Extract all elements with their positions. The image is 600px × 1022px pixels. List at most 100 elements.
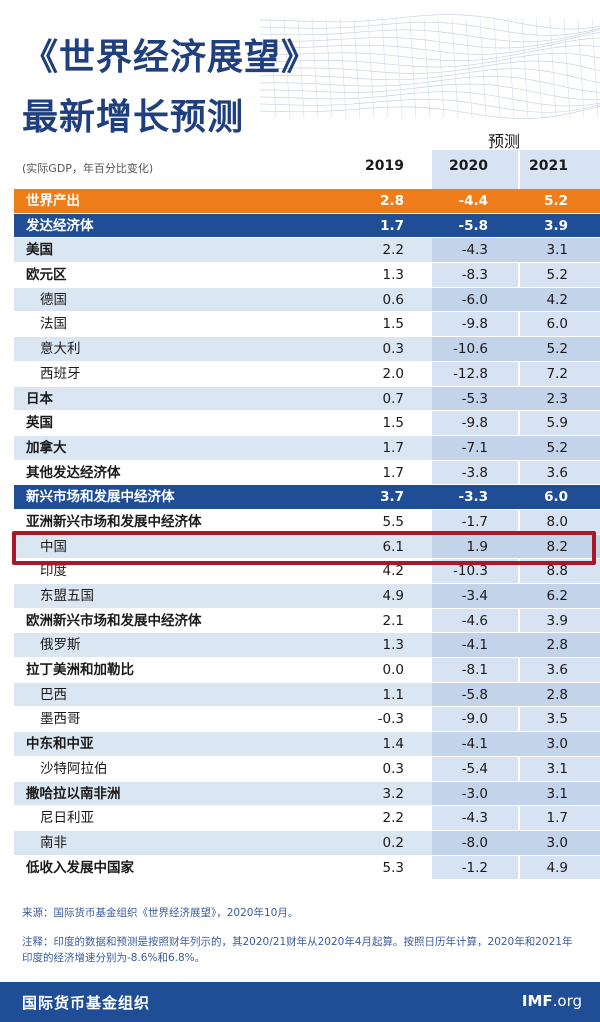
table-row: 西班牙 2.0 -12.8 7.2 [14, 362, 600, 387]
growth-table: 世界产出 2.8 -4.4 5.2 发达经济体 1.7 -5.8 3.9 美国 2.2 -4.3 3.… [14, 189, 600, 881]
row-label: 东盟五国 [40, 588, 94, 604]
value-2019: 1.5 [382, 415, 404, 432]
value-2021: 3.0 [546, 834, 568, 851]
value-2020: -7.1 [461, 439, 488, 456]
value-2021: 2.8 [546, 637, 568, 654]
value-2019: 4.9 [382, 588, 404, 604]
value-2021: 3.6 [546, 662, 568, 679]
mesh-line [259, 105, 600, 119]
row-label: 法国 [40, 316, 67, 333]
value-2019: 1.3 [382, 267, 404, 284]
mesh-line [395, 17, 403, 119]
table-row: 中东和中亚 1.4 -4.1 3.0 [14, 732, 600, 757]
row-stripe-forecast [432, 337, 600, 361]
row-stripe-forecast [432, 781, 600, 806]
value-2019: 1.7 [382, 439, 404, 456]
table-row: 德国 0.6 -6.0 4.2 [14, 287, 600, 313]
mesh-line [259, 60, 600, 74]
mesh-line [437, 17, 445, 119]
value-2019: 0.3 [382, 760, 404, 777]
row-stripe [14, 337, 432, 361]
mesh-line [259, 29, 600, 43]
row-stripe-forecast [432, 732, 600, 756]
value-2021: 6.2 [546, 588, 568, 604]
footer-bar: 国际货币基金组织 IMF.org [0, 982, 600, 1022]
mesh-line [259, 75, 600, 94]
wire-mesh-decoration [259, 14, 600, 119]
table-row: 世界产出 2.8 -4.4 5.2 [14, 189, 600, 214]
row-stripe-forecast [432, 633, 600, 658]
mesh-line [521, 17, 529, 119]
value-2020: -3.3 [458, 489, 488, 506]
table-row: 其他发达经济体 1.7 -3.8 3.6 [14, 461, 600, 486]
value-2020: 1.9 [466, 538, 488, 555]
value-2019: 0.0 [382, 662, 404, 679]
table-row: 印度 4.2 -10.3 8.8 [14, 559, 600, 584]
value-2019: 0.2 [382, 834, 404, 851]
forecast-shade-2020 [432, 150, 518, 880]
value-2021: 3.6 [546, 464, 568, 481]
value-2020: -4.4 [458, 193, 488, 209]
row-label: 中东和中亚 [26, 736, 94, 753]
value-2020: -12.8 [453, 365, 488, 382]
value-2019: 1.7 [380, 217, 404, 234]
value-2021: 5.2 [544, 193, 568, 209]
mesh-line [367, 17, 375, 119]
value-2021: 5.2 [546, 341, 568, 358]
value-2021: 5.9 [546, 415, 568, 432]
value-2021: 8.2 [546, 538, 568, 555]
table-row: 新兴市场和发展中经济体 3.7 -3.3 6.0 [14, 485, 600, 510]
source-note: 来源：国际货币基金组织《世界经济展望》，2020年10月。 [22, 907, 299, 919]
mesh-line [311, 17, 319, 119]
value-2021: 4.9 [546, 859, 568, 876]
row-label: 西班牙 [40, 365, 81, 382]
mesh-line [339, 17, 347, 119]
row-label: 尼日利亚 [40, 810, 94, 827]
value-2020: -1.2 [461, 859, 488, 876]
value-2020: -4.3 [461, 242, 488, 259]
row-stripe [14, 584, 432, 608]
row-label: 其他发达经济体 [26, 464, 121, 481]
mesh-line [259, 52, 600, 68]
value-2021: 3.1 [546, 242, 568, 259]
value-2020: -9.0 [461, 711, 488, 728]
row-stripe [14, 435, 432, 460]
mesh-line [297, 17, 305, 119]
row-stripe [14, 633, 432, 658]
value-2020: -10.3 [453, 563, 488, 580]
row-stripe-forecast [432, 238, 600, 263]
table-row: 沙特阿拉伯 0.3 -5.4 3.1 [14, 757, 600, 782]
value-2021: 6.0 [544, 489, 568, 506]
row-label: 德国 [40, 291, 67, 308]
mesh-line [423, 17, 431, 119]
mesh-line [259, 14, 600, 30]
table-row: 中国 6.1 1.9 8.2 [14, 534, 600, 560]
value-2021: 3.1 [546, 785, 568, 802]
value-2021: 3.9 [544, 217, 568, 234]
china-highlight-box [12, 531, 596, 565]
value-2019: -0.3 [377, 711, 404, 728]
value-2019: 2.2 [382, 242, 404, 259]
row-label: 巴西 [40, 686, 67, 703]
mesh-line [269, 17, 277, 119]
mesh-line [563, 17, 571, 119]
table-row: 法国 1.5 -9.8 6.0 [14, 312, 600, 338]
table-row: 低收入发展中国家 5.3 -1.2 4.9 [14, 856, 600, 881]
mesh-line [409, 17, 417, 119]
row-label: 中国 [40, 538, 67, 555]
value-2021: 5.2 [546, 439, 568, 456]
mesh-line [259, 32, 600, 49]
row-stripe [14, 781, 432, 806]
value-2020: -3.8 [461, 464, 488, 481]
row-label: 低收入发展中国家 [26, 859, 134, 876]
footer-site-link[interactable]: IMF.org [522, 992, 582, 1010]
row-label: 南非 [40, 834, 67, 851]
value-2021: 2.8 [546, 686, 568, 703]
row-label: 美国 [26, 242, 53, 259]
value-2019: 2.0 [382, 365, 404, 382]
mesh-line [479, 17, 487, 119]
row-stripe [14, 534, 432, 559]
table-row: 南非 0.2 -8.0 3.0 [14, 830, 600, 856]
table-row: 拉丁美洲和加勒比 0.0 -8.1 3.6 [14, 658, 600, 683]
